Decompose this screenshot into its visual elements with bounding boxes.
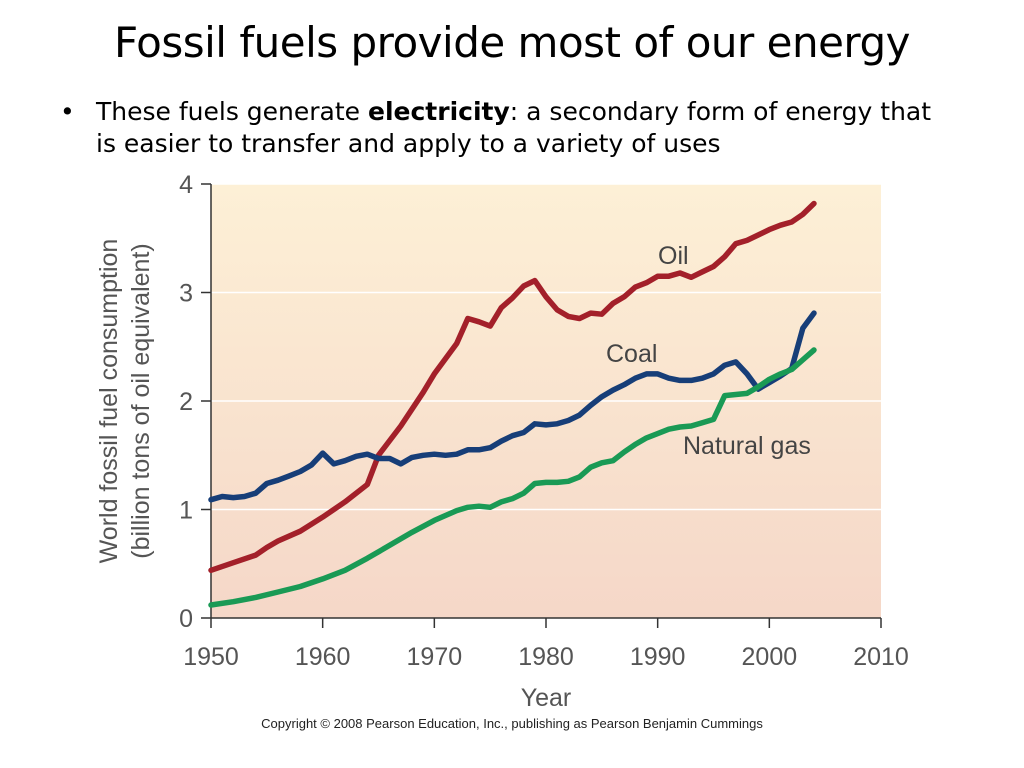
x-tick-label-1960: 1960: [295, 643, 351, 671]
y-axis-label-line2: (billion tons of oil equivalent): [127, 243, 155, 558]
series-label-coal: Coal: [606, 340, 657, 368]
x-tick-label-1950: 1950: [183, 643, 239, 671]
y-tick-label-1: 1: [179, 497, 193, 525]
series-lines: [208, 200, 817, 608]
bullet-bold-term: electricity: [368, 97, 510, 126]
series-line-natural-gas: [208, 347, 817, 608]
bullet-text-after: : a secondary form of energy that is eas…: [96, 97, 932, 158]
x-tick-label-1970: 1970: [407, 643, 463, 671]
series-label-natural-gas: Natural gas: [683, 432, 811, 460]
copyright-notice: Copyright © 2008 Pearson Education, Inc.…: [261, 716, 763, 731]
bullet-dot-icon: •: [60, 97, 75, 126]
series-line-coal: [208, 310, 817, 503]
bullet-text-before: These fuels generate: [96, 97, 368, 126]
series-label-oil: Oil: [658, 242, 689, 270]
x-tick-label-1990: 1990: [630, 643, 686, 671]
fossil-fuel-line-chart: 0 1 2 3 4 1950 1960 1970 1980 1990 2000 2010 Oil Co…: [95, 171, 909, 712]
y-tick-label-2: 2: [179, 388, 193, 416]
ticks: 0 1 2 3 4 1950 1960 1970 1980 1990 2000 2010: [179, 171, 909, 671]
y-tick-label-3: 3: [179, 280, 193, 308]
y-tick-label-4: 4: [179, 171, 193, 199]
x-tick-label-1980: 1980: [518, 643, 574, 671]
y-axis-label-line1: World fossil fuel consumption: [95, 239, 123, 564]
bullet-list: • These fuels generate electricity: a se…: [58, 96, 958, 160]
x-tick-label-2000: 2000: [742, 643, 798, 671]
series-labels: Oil Coal Natural gas: [606, 242, 811, 460]
series-line-oil: [208, 200, 817, 574]
x-axis-label: Year: [521, 684, 572, 712]
bullet-item: • These fuels generate electricity: a se…: [58, 96, 958, 160]
slide-title: Fossil fuels provide most of our energy: [114, 18, 910, 67]
y-tick-label-0: 0: [179, 605, 193, 633]
x-tick-label-2010: 2010: [853, 643, 909, 671]
